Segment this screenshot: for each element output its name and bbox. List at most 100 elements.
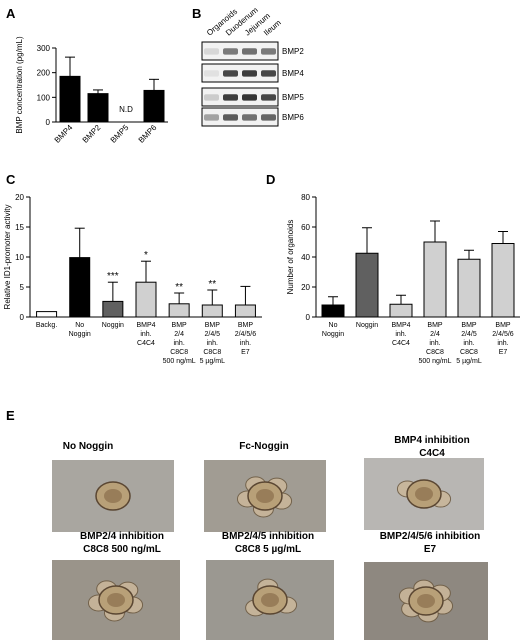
organoid-lumen	[261, 593, 279, 607]
micrograph-title-line: C8C8 5 µg/mL	[234, 544, 302, 555]
x-tick-label: Backg.	[36, 322, 57, 329]
x-tick-label: C8C8	[203, 349, 221, 356]
blot-row-label: BMP2	[282, 47, 304, 56]
x-tick-label: inh.	[463, 340, 474, 347]
x-tick-label: E7	[499, 349, 508, 356]
micrograph-title-line: C8C8 500 ng/mL	[83, 544, 161, 555]
blot-band	[261, 94, 276, 101]
x-tick-label: 2/4	[174, 331, 184, 338]
x-tick-label: E7	[241, 349, 250, 356]
organoid-drawing	[95, 481, 131, 511]
organoid-lumen	[415, 487, 433, 501]
blot-band	[242, 94, 257, 101]
x-tick-label: 2/4/5	[461, 331, 477, 338]
micrograph-title: BMP2/4/5 inhibition C8C8 5 µg/mL	[188, 530, 348, 556]
blot-band	[261, 48, 276, 55]
micrograph-title: No Noggin	[8, 440, 168, 453]
panel-letter-d: D	[266, 172, 276, 187]
blot-band	[204, 70, 219, 77]
x-tick-label: Noggin	[69, 331, 91, 338]
blot-strip	[201, 87, 279, 107]
organoid-micrograph	[206, 560, 334, 640]
organoid-micrograph	[364, 562, 488, 640]
y-tick-label: 20	[15, 193, 24, 202]
organoid-drawing	[398, 579, 454, 623]
organoid-lumen	[417, 594, 435, 608]
blot-strip	[201, 41, 279, 61]
blot-row-label: BMP4	[282, 69, 304, 78]
x-tick-label: Noggin	[102, 322, 124, 329]
organoid-lumen	[107, 593, 125, 607]
y-tick-label: 0	[46, 118, 51, 127]
x-tick-label: 2/4/5/6	[235, 331, 257, 338]
organoid-micrograph	[52, 560, 180, 640]
x-tick-label: 5 µg/mL	[456, 358, 482, 365]
x-tick-label: 2/4/5/6	[492, 331, 514, 338]
blot-row-label: BMP6	[282, 113, 304, 122]
micrograph-title: Fc-Noggin	[184, 440, 344, 453]
x-tick-label: inh.	[240, 340, 251, 347]
x-tick-label: inh.	[173, 340, 184, 347]
y-axis-label: BMP concentration (pg/mL)	[15, 36, 24, 134]
panel-letter-a: A	[6, 6, 16, 21]
x-tick-label: inh.	[497, 340, 508, 347]
y-tick-label: 10	[15, 253, 24, 262]
micrograph-title-line: E7	[423, 544, 437, 555]
x-tick-label: C8C8	[460, 349, 478, 356]
x-tick-label: BMP	[495, 322, 511, 329]
organoid-micrograph	[204, 460, 326, 532]
micrograph-title-line: Fc-Noggin	[239, 441, 289, 452]
micrograph-title: BMP2/4 inhibition C8C8 500 ng/mL	[42, 530, 202, 556]
significance-mark: **	[208, 279, 216, 290]
blot-band	[223, 48, 238, 55]
organoid-drawing	[396, 479, 452, 509]
blot-band	[261, 70, 276, 77]
x-tick-label: BMP	[461, 322, 477, 329]
x-tick-label: BMP	[172, 322, 188, 329]
micrograph-title: BMP2/4/5/6 inhibition E7	[350, 530, 510, 556]
x-tick-label: BMP	[427, 322, 443, 329]
micrograph-title: BMP4 inhibition C4C4	[352, 434, 512, 460]
y-tick-label: 0	[20, 313, 25, 322]
x-tick-label: C8C8	[170, 349, 188, 356]
micrograph-title-line: BMP2/4 inhibition	[80, 531, 164, 542]
blot-band	[223, 70, 238, 77]
significance-mark: ***	[107, 271, 119, 282]
x-tick-label: BMP	[205, 322, 221, 329]
organoid-drawing	[87, 580, 144, 622]
y-tick-label: 80	[301, 193, 310, 202]
y-tick-label: 200	[37, 69, 51, 78]
organoid-lumen	[256, 489, 274, 503]
x-tick-label: No	[329, 322, 338, 329]
x-tick-label: Noggin	[356, 322, 378, 329]
blot-band	[223, 114, 238, 121]
micrograph-title-line: BMP2/4/5 inhibition	[221, 531, 315, 542]
blot-band	[242, 48, 257, 55]
organoid-drawing	[245, 578, 298, 617]
x-tick-label: BMP	[238, 322, 254, 329]
y-tick-label: 5	[20, 283, 25, 292]
x-tick-label: BMP4	[391, 322, 410, 329]
blot-strip	[201, 63, 279, 83]
x-tick-label: 500 ng/mL	[418, 358, 451, 365]
blot-band	[204, 94, 219, 101]
x-tick-label: 500 ng/mL	[163, 358, 196, 365]
x-tick-label: No	[75, 322, 84, 329]
x-tick-label: C4C4	[392, 340, 410, 347]
y-tick-label: 20	[301, 283, 310, 292]
blot-band	[204, 114, 219, 121]
y-tick-label: 15	[15, 223, 24, 232]
blot-band	[223, 94, 238, 101]
x-tick-label: inh.	[140, 331, 151, 338]
y-axis-label: Relative ID1-promoter activity	[3, 205, 12, 310]
organoid-micrograph	[364, 458, 484, 530]
blot-band	[242, 70, 257, 77]
panel-letter-e: E	[6, 408, 15, 423]
micrograph-title-line: C4C4	[419, 448, 445, 459]
micrograph-title-line: No Noggin	[62, 441, 114, 452]
x-tick-label: inh.	[429, 340, 440, 347]
x-tick-label: C8C8	[426, 349, 444, 356]
significance-mark: **	[175, 282, 183, 293]
